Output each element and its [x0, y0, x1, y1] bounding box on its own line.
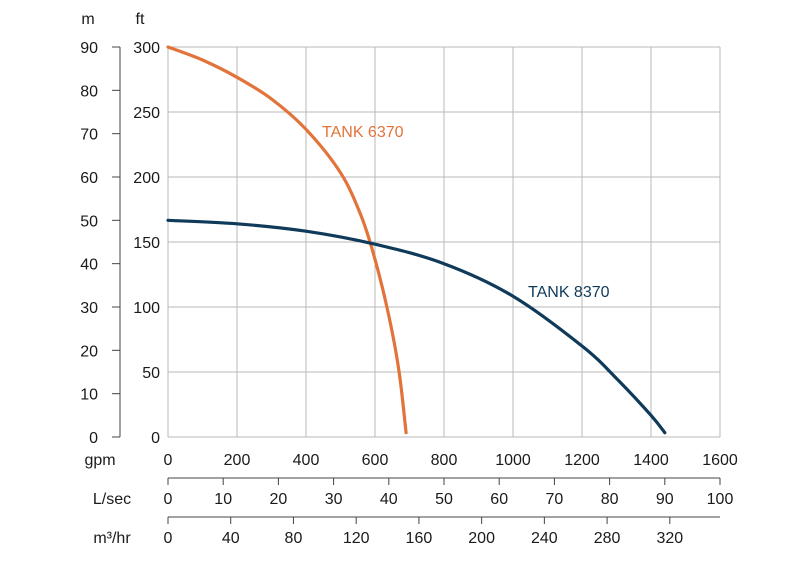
- curve-label-tank-6370: TANK 6370: [322, 124, 404, 141]
- gpm-tick-label: 1000: [495, 452, 531, 469]
- lsec-tick-label: 80: [601, 491, 619, 508]
- m-tick-label: 0: [89, 430, 98, 447]
- curves: [166, 45, 667, 435]
- lsec-tick-label: 30: [325, 491, 343, 508]
- m-tick-label: 20: [80, 343, 98, 360]
- m3hr-tick-label: 120: [343, 530, 370, 547]
- m3hr-tick-label: 200: [468, 530, 495, 547]
- labels: TANK 6370 TANK 8370: [322, 124, 610, 301]
- lsec-tick-label: 90: [656, 491, 674, 508]
- m-tick-label: 90: [80, 40, 98, 57]
- ft-tick-label: 0: [151, 430, 160, 447]
- grid: [167, 46, 721, 438]
- m3hr-tick-label: 80: [285, 530, 303, 547]
- ft-tick-label: 250: [133, 105, 160, 122]
- m3hr-tick-label: 0: [164, 530, 173, 547]
- m3hr-tick-label: 320: [656, 530, 683, 547]
- lsec-tick-label: 50: [435, 491, 453, 508]
- curve-label-tank-8370: TANK 8370: [528, 284, 610, 301]
- gpm-tick-label: 1600: [702, 452, 738, 469]
- gpm-tick-label: 0: [164, 452, 173, 469]
- m-tick-label: 30: [80, 300, 98, 317]
- lsec-unit-label: L/sec: [93, 491, 131, 508]
- gpm-tick-label: 600: [362, 452, 389, 469]
- gpm-tick-label: 200: [224, 452, 251, 469]
- lsec-tick-label: 60: [490, 491, 508, 508]
- m3hr-tick-label: 40: [222, 530, 240, 547]
- m-tick-label: 80: [80, 83, 98, 100]
- gpm-tick-label: 800: [431, 452, 458, 469]
- m-tick-label: 40: [80, 257, 98, 274]
- m3hr-tick-label: 160: [406, 530, 433, 547]
- lsec-tick-label: 40: [380, 491, 398, 508]
- m-tick-label: 60: [80, 170, 98, 187]
- gpm-tick-label: 1400: [633, 452, 669, 469]
- ft-tick-label: 50: [142, 365, 160, 382]
- axes: 0102030405060708090m050100150200250300ft…: [80, 11, 738, 547]
- m-tick-label: 50: [80, 213, 98, 230]
- ft-tick-label: 200: [133, 170, 160, 187]
- m-unit-label: m: [81, 11, 94, 28]
- gpm-unit-label: gpm: [84, 452, 115, 469]
- lsec-tick-label: 10: [214, 491, 232, 508]
- m3hr-tick-label: 240: [531, 530, 558, 547]
- m3hr-tick-label: 280: [594, 530, 621, 547]
- m-tick-label: 10: [80, 387, 98, 404]
- curve-tank-6370: [166, 45, 408, 435]
- ft-tick-label: 100: [133, 300, 160, 317]
- lsec-tick-label: 0: [164, 491, 173, 508]
- ft-tick-label: 300: [133, 40, 160, 57]
- ft-unit-label: ft: [136, 11, 145, 28]
- gpm-tick-label: 400: [293, 452, 320, 469]
- lsec-tick-label: 100: [707, 491, 734, 508]
- m3hr-unit-label: m³/hr: [93, 530, 131, 547]
- curve-tank-8370: [166, 218, 667, 435]
- gpm-tick-label: 1200: [564, 452, 600, 469]
- lsec-tick-label: 70: [546, 491, 564, 508]
- lsec-tick-label: 20: [270, 491, 288, 508]
- ft-tick-label: 150: [133, 235, 160, 252]
- m-tick-label: 70: [80, 127, 98, 144]
